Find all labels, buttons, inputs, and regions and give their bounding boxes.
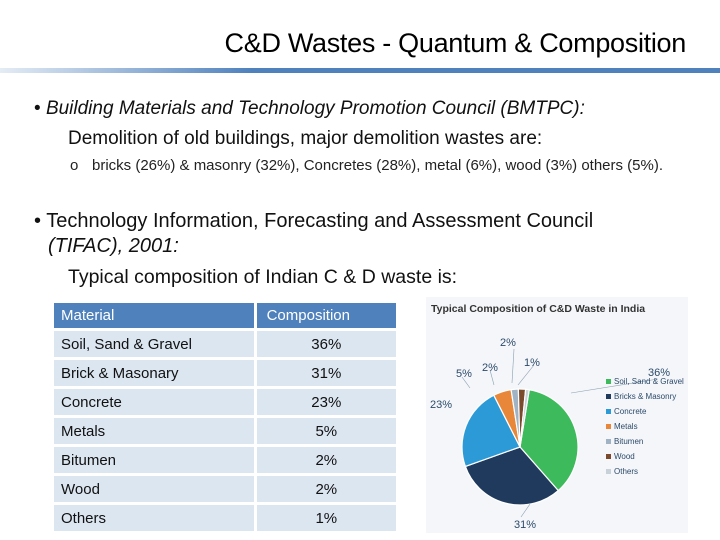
- bullet-1-source: Building Materials and Technology Promot…: [45, 98, 585, 119]
- bullet-marker: •: [34, 210, 42, 232]
- data-label-soil: 36%: [648, 367, 671, 379]
- legend-swatch: [606, 409, 611, 415]
- table-row: Others 1%: [54, 505, 396, 531]
- table-header-material: Material: [54, 303, 254, 328]
- composition-table: Material Composition Soil, Sand & Gravel…: [54, 300, 396, 534]
- sub-bullet-marker: o: [70, 157, 79, 174]
- sub-bullet-text: bricks (26%) & masonry (32%), Concretes …: [92, 157, 664, 174]
- table-row: Soil, Sand & Gravel 36%: [54, 331, 396, 357]
- slide-title: C&D Wastes - Quantum & Composition: [224, 28, 687, 58]
- legend-swatch: [606, 424, 611, 430]
- leader-line: [570, 378, 659, 394]
- legend-swatch: [606, 454, 611, 460]
- table-cell-composition: 31%: [253, 360, 396, 386]
- legend-label: Bricks & Masonry: [614, 392, 677, 401]
- table-cell-material: Bitumen: [54, 447, 254, 473]
- table-cell-composition: 2%: [253, 476, 396, 502]
- legend-item-concrete: Concrete: [606, 407, 646, 416]
- legend-label: Bitumen: [614, 437, 644, 446]
- legend-label: Metals: [614, 422, 638, 431]
- pie-slice-others: [519, 388, 530, 448]
- bullet-1: • Building Materials and Technology Prom…: [34, 96, 694, 121]
- leader-line: [511, 348, 515, 384]
- legend-item-metals: Metals: [606, 422, 638, 431]
- legend-label: Others: [614, 467, 639, 476]
- table-header-composition: Composition: [253, 303, 396, 328]
- legend-swatch: [606, 469, 611, 475]
- legend-label: Concrete: [614, 407, 647, 416]
- legend-item-soil: Soil, Sand & Gravel: [606, 377, 684, 386]
- table-cell-composition: 36%: [253, 331, 396, 357]
- table-cell-material: Brick & Masonary: [54, 360, 254, 386]
- table-cell-composition: 1%: [253, 505, 396, 531]
- pie-chart-panel: Typical Composition of C&D Waste in Indi…: [426, 297, 688, 533]
- legend-swatch: [606, 439, 611, 445]
- chart-title: Typical Composition of C&D Waste in Indi…: [431, 303, 646, 315]
- table-cell-material: Others: [54, 505, 254, 531]
- data-label-bitumen: 2%: [482, 362, 498, 374]
- table-row: Concrete 23%: [54, 389, 396, 415]
- data-label-metals: 5%: [456, 368, 472, 380]
- bullet-2-source: Technology Information, Forecasting and …: [46, 210, 594, 232]
- legend-item-bricks: Bricks & Masonry: [606, 392, 676, 401]
- pie-chart: [461, 348, 659, 518]
- leader-line: [517, 364, 535, 386]
- bullet-1-text: Demolition of old buildings, major demol…: [68, 128, 543, 149]
- table-cell-composition: 5%: [253, 418, 396, 444]
- leader-line: [520, 503, 531, 518]
- bullet-2-text: Typical composition of Indian C & D wast…: [68, 266, 458, 288]
- pie-slice-bricks: [464, 446, 560, 506]
- table-cell-material: Concrete: [54, 389, 254, 415]
- pie-slice-soil: [519, 389, 579, 492]
- table-header-row: Material Composition: [54, 303, 396, 328]
- table-cell-composition: 2%: [253, 447, 396, 473]
- data-label-bricks: 31%: [514, 519, 537, 531]
- bullet-2: • Technology Information, Forecasting an…: [34, 209, 694, 259]
- legend-item-wood: Wood: [606, 452, 635, 461]
- leader-line: [461, 376, 471, 389]
- table-cell-composition: 23%: [253, 389, 396, 415]
- leader-line: [489, 369, 495, 386]
- bullet-marker: •: [34, 98, 41, 119]
- legend-swatch: [606, 379, 611, 385]
- data-label-wood: 2%: [500, 337, 516, 349]
- table-row: Brick & Masonary 31%: [54, 360, 396, 386]
- legend-item-bitumen: Bitumen: [606, 437, 643, 446]
- legend-label: Wood: [614, 452, 635, 461]
- legend-swatch: [606, 394, 611, 400]
- bullet-2-source-italic: (TIFAC), 2001:: [48, 235, 179, 257]
- title-underline-fade: [0, 68, 720, 73]
- table-row: Metals 5%: [54, 418, 396, 444]
- table-row: Bitumen 2%: [54, 447, 396, 473]
- data-label-concrete: 23%: [430, 399, 453, 411]
- table-cell-material: Wood: [54, 476, 254, 502]
- table-cell-material: Soil, Sand & Gravel: [54, 331, 254, 357]
- legend-label: Soil, Sand & Gravel: [614, 377, 684, 386]
- data-label-others: 1%: [524, 357, 540, 369]
- table-cell-material: Metals: [54, 418, 254, 444]
- table-row: Wood 2%: [54, 476, 396, 502]
- legend-item-others: Others: [606, 467, 638, 476]
- pie-slice-concrete: [461, 394, 521, 468]
